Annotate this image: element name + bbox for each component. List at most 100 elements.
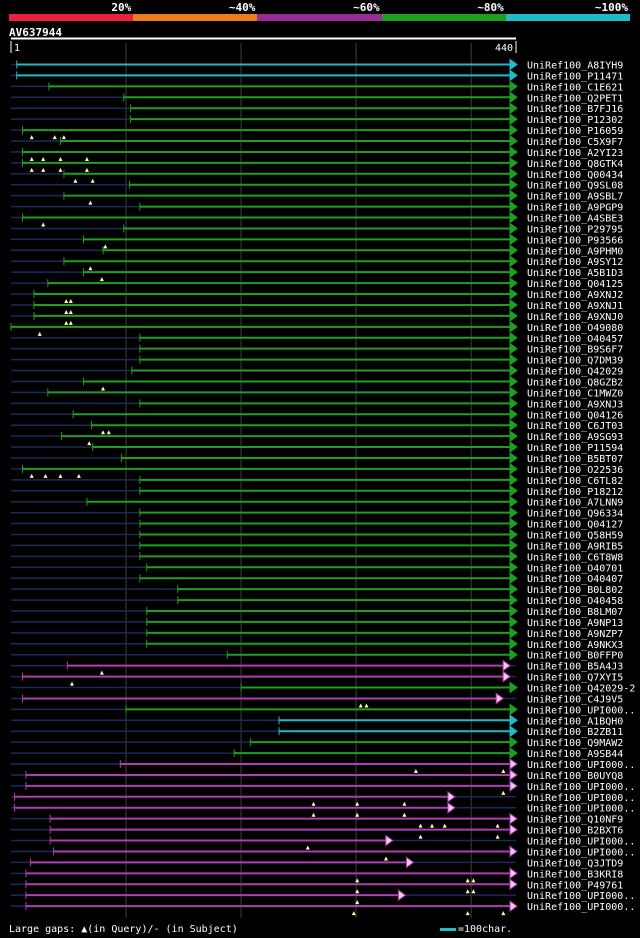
hit-arrowhead: [509, 375, 518, 388]
hit-label: UniRef100_Q96334: [527, 509, 623, 520]
hit-arrowhead: [509, 539, 518, 552]
insertion-marker: [311, 812, 316, 817]
hit-label: UniRef100_P11594: [527, 443, 623, 454]
hit-arrowhead: [509, 648, 518, 661]
legend-label: ~60%: [353, 1, 380, 14]
hit-arrowhead: [509, 211, 518, 224]
hit-label: UniRef100_P29795: [527, 224, 623, 235]
insertion-marker: [430, 823, 435, 828]
hit-arrowhead: [509, 58, 518, 71]
insertion-marker: [501, 911, 506, 916]
insertion-marker: [355, 878, 360, 883]
hit-arrowhead: [509, 637, 518, 650]
insertion-marker: [90, 178, 95, 183]
insertion-marker: [88, 200, 93, 205]
hit-arrowhead: [509, 484, 518, 497]
hit-arrowhead: [509, 878, 518, 891]
insertion-marker: [495, 834, 500, 839]
hit-arrowhead: [509, 102, 518, 115]
insertion-marker: [402, 812, 407, 817]
legend-bar: [381, 14, 506, 21]
hit-arrowhead: [509, 736, 518, 749]
insertion-marker: [358, 703, 363, 708]
gaps-legend: Large gaps: ▲(in Query)/- (in Subject): [9, 924, 238, 935]
hit-arrowhead: [509, 69, 518, 82]
insertion-marker: [64, 320, 69, 325]
hit-label: UniRef100_B0UYQ8: [527, 771, 623, 782]
insertion-marker: [29, 135, 34, 140]
hit-arrowhead: [509, 605, 518, 617]
hit-arrowhead: [509, 747, 518, 760]
hit-arrowhead: [509, 124, 518, 137]
insertion-marker: [465, 889, 470, 894]
hit-arrowhead: [509, 495, 518, 508]
insertion-marker: [87, 441, 92, 446]
insertion-marker: [418, 834, 423, 839]
hit-label: UniRef100_Q9MAW2: [527, 738, 623, 749]
insertion-marker: [355, 900, 360, 905]
hit-arrowhead: [509, 758, 518, 770]
hit-label: UniRef100_Q9SL08: [527, 181, 623, 192]
insertion-marker: [84, 167, 89, 172]
insertion-marker: [351, 911, 356, 916]
insertion-marker: [68, 299, 73, 304]
hit-label: UniRef100_C1E621: [527, 82, 623, 93]
hit-label: UniRef100_B0FFP0: [527, 651, 623, 662]
hit-arrowhead: [509, 222, 518, 235]
hit-arrowhead: [509, 189, 518, 202]
hit-arrowhead: [509, 397, 518, 410]
hit-label: UniRef100_B7FJ16: [527, 104, 623, 115]
hit-label: UniRef100_Q42029-2: [527, 684, 635, 695]
hit-label: UniRef100_Q10NF9: [527, 815, 623, 826]
hit-label: UniRef100_Q7DM39: [527, 356, 623, 367]
hit-label: UniRef100_Q3JTD9: [527, 858, 623, 869]
insertion-marker: [43, 473, 48, 478]
insertion-marker: [106, 430, 111, 435]
insertion-marker: [58, 167, 63, 172]
hit-label: UniRef100_Q42029: [527, 367, 623, 378]
hit-label: UniRef100_UPI000..: [527, 891, 635, 902]
hit-arrowhead: [509, 364, 518, 377]
legend-label: 20%: [111, 1, 132, 14]
insertion-marker: [58, 156, 63, 161]
hit-label: UniRef100_B0L802: [527, 585, 623, 596]
scale-label: =100char.: [458, 924, 513, 935]
insertion-marker: [355, 889, 360, 894]
hit-label: UniRef100_B5BT07: [527, 454, 623, 465]
insertion-marker: [41, 222, 46, 227]
hit-label: UniRef100_A8IYH9: [527, 61, 623, 72]
hit-label: UniRef100_P49761: [527, 880, 623, 891]
hit-arrowhead: [495, 692, 505, 705]
hit-arrowhead: [509, 441, 518, 454]
hit-label: UniRef100_P93566: [527, 235, 623, 246]
hit-label: UniRef100_Q8GTK4: [527, 159, 623, 170]
hit-label: UniRef100_A7LNN9: [527, 498, 623, 509]
legend-bar: [257, 14, 382, 21]
hit-arrowhead: [509, 244, 518, 257]
hit-arrowhead: [509, 408, 518, 421]
hit-arrowhead: [509, 80, 518, 93]
hit-arrowhead: [397, 889, 407, 902]
hit-label: UniRef100_B2BXT6: [527, 826, 623, 837]
hit-arrowhead: [509, 867, 518, 880]
hit-arrowhead: [509, 430, 518, 443]
hit-arrowhead: [509, 178, 518, 191]
hit-label: UniRef100_A9SG93: [527, 432, 623, 443]
hit-arrowhead: [509, 900, 518, 913]
legend-bar: [9, 14, 134, 21]
insertion-marker: [29, 473, 34, 478]
hit-arrowhead: [509, 583, 518, 596]
insertion-marker: [465, 878, 470, 883]
hit-arrowhead: [509, 113, 518, 126]
insertion-marker: [41, 156, 46, 161]
hit-label: UniRef100_O22536: [527, 465, 623, 476]
hit-arrowhead: [509, 233, 518, 246]
insertion-marker: [41, 167, 46, 172]
ruler-end-label: 440: [495, 43, 513, 54]
hit-arrowhead: [509, 812, 518, 825]
hit-label: UniRef100_UPI000..: [527, 804, 635, 815]
insertion-marker: [442, 823, 447, 828]
hit-arrowhead: [509, 506, 518, 519]
insertion-marker: [495, 823, 500, 828]
insertion-marker: [29, 156, 34, 161]
